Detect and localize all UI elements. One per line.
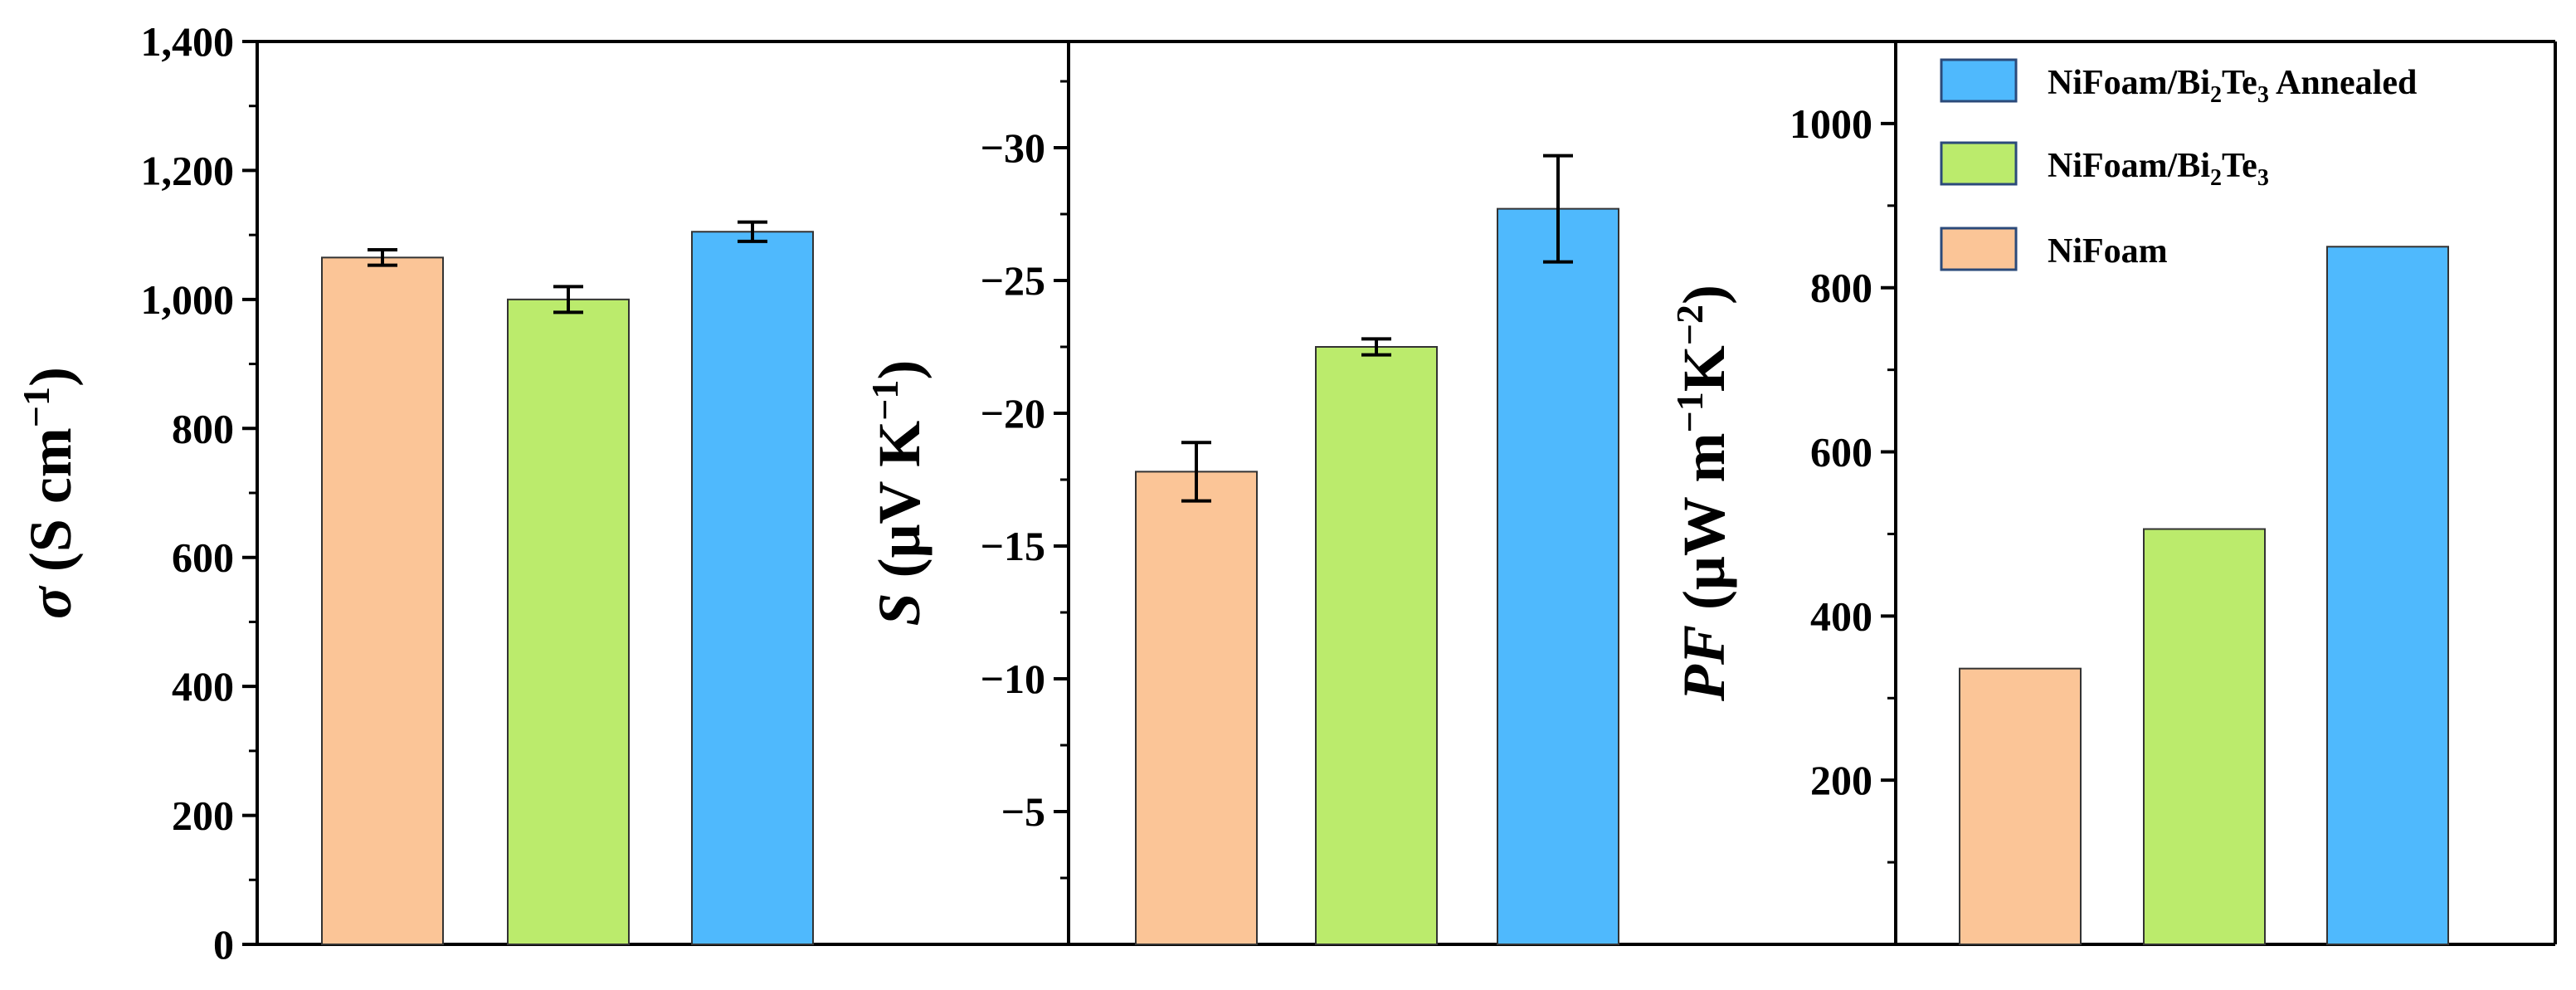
- bar-seebeck-nifoam-bi2te3-annealed: [1497, 207, 1619, 946]
- y-tick-label: 200: [172, 792, 234, 839]
- legend-swatch-nifoam: [1940, 227, 2018, 271]
- y-tick-label: −10: [981, 656, 1046, 702]
- legend-swatch-annealed: [1940, 58, 2018, 103]
- legend: NiFoam/Bi2Te3 Annealed NiFoam/Bi2Te3 NiF…: [1940, 58, 2417, 271]
- bar-power-factor-nifoam-bi2te3: [2143, 528, 2266, 946]
- bar-power-factor-nifoam-bi2te3-annealed: [2326, 246, 2449, 946]
- y-tick-label: −30: [981, 124, 1046, 171]
- bar-conductivity-nifoam-bi2te3-annealed: [691, 231, 814, 945]
- panel-seebeck: −5 −10 −15 −20 −25 −30 S (μV K−1): [864, 40, 1897, 946]
- bar-conductivity-nifoam-bi2te3: [507, 298, 630, 946]
- legend-swatch-bi2te3: [1940, 141, 2018, 186]
- y-tick-label: −5: [1001, 788, 1046, 835]
- y-tick-label: 1000: [1790, 100, 1872, 147]
- y-tick-label: 1,200: [141, 147, 235, 193]
- y-tick-label: 0: [213, 921, 234, 968]
- legend-label-nifoam: NiFoam: [2048, 232, 2168, 271]
- y-tick-label: 600: [172, 534, 234, 581]
- y-tick-label: 800: [1810, 265, 1872, 311]
- panel-conductivity: 0 200 400 600 800 1,000 1,200 1,400 σ (S cm−1): [15, 18, 1070, 968]
- bar-conductivity-nifoam: [321, 256, 444, 946]
- y-tick-label: 1,400: [141, 18, 235, 65]
- y-tick-label: −20: [981, 390, 1046, 436]
- legend-label-bi2te3: NiFoam/Bi2Te3: [2048, 147, 2269, 191]
- y-tick-label: 400: [1810, 593, 1872, 639]
- bar-power-factor-nifoam: [1959, 667, 2082, 945]
- y-tick-label: −25: [981, 257, 1046, 304]
- y-axis-label-conductivity: σ (S cm−1): [15, 367, 84, 619]
- chart-panels: 0 200 400 600 800 1,000 1,200 1,400 σ (S cm−1) −5…: [15, 18, 2557, 968]
- y-axis-label-seebeck: S (μV K−1): [864, 360, 933, 627]
- y-tick-label: 1,000: [141, 276, 235, 323]
- y-tick-label: 800: [172, 405, 234, 451]
- y-tick-label: 200: [1810, 757, 1872, 803]
- panel-power-factor: 200 400 600 800 1000 PF (μW m−1K−2): [1668, 40, 2557, 946]
- y-tick-label: 400: [172, 663, 234, 710]
- y-axis-label-power-factor: PF (μW m−1K−2): [1668, 285, 1737, 702]
- y-tick-label: 600: [1810, 429, 1872, 475]
- bar-seebeck-nifoam: [1135, 471, 1258, 945]
- bar-seebeck-nifoam-bi2te3: [1315, 346, 1438, 945]
- y-tick-label: −15: [981, 523, 1046, 569]
- legend-label-annealed: NiFoam/Bi2Te3 Annealed: [2048, 64, 2417, 108]
